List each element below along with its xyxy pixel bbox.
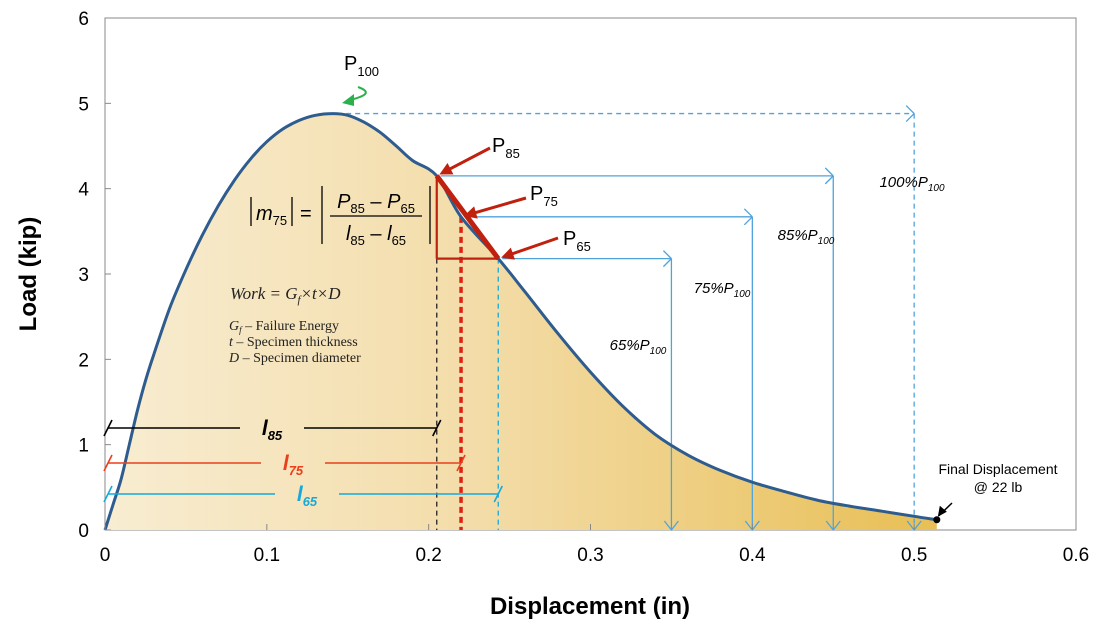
load-displacement-curve bbox=[103, 112, 938, 531]
dimension-layer bbox=[337, 105, 922, 532]
length-tick-left bbox=[103, 419, 113, 437]
length-tick-right bbox=[493, 485, 503, 503]
y-tick-label: 4 bbox=[78, 180, 89, 201]
y-tick-label: 2 bbox=[78, 350, 89, 371]
slope-line bbox=[434, 174, 501, 261]
point-label-p65: P65 bbox=[563, 228, 591, 254]
load-level-baseline-arrow bbox=[825, 520, 841, 532]
load-level-arrowhead bbox=[905, 105, 915, 123]
slope-denominator: l85 – l65 bbox=[346, 223, 406, 248]
length-label-l85: l85 bbox=[262, 417, 283, 443]
final-displacement-label: Final Displacement bbox=[938, 461, 1057, 477]
length-label-l65: l65 bbox=[297, 483, 318, 509]
percent-load-label: 65%P100 bbox=[610, 337, 667, 357]
y-tick-label: 0 bbox=[78, 521, 89, 542]
slope-numerator: P85 – P65 bbox=[337, 191, 415, 216]
p100-arrow-head bbox=[342, 94, 354, 106]
slope-lhs: m75 bbox=[256, 203, 287, 228]
area-fill bbox=[105, 113, 937, 530]
load-level-arrowhead bbox=[743, 208, 753, 226]
load-level-arrowhead bbox=[824, 167, 834, 185]
p85-arrow bbox=[447, 146, 491, 172]
length-label-l75: l75 bbox=[283, 452, 304, 478]
x-tick-label: 0.1 bbox=[254, 545, 280, 566]
x-tick-label: 0.3 bbox=[577, 545, 603, 566]
percent-load-label: 75%P100 bbox=[694, 280, 751, 300]
y-tick-label: 1 bbox=[78, 436, 89, 457]
length-tick-left bbox=[103, 454, 113, 472]
x-tick-label: 0.6 bbox=[1063, 545, 1089, 566]
y-tick-label: 5 bbox=[78, 94, 89, 115]
axis-layer: 0 0.1 0.2 0.3 0.4 0.5 0.6 0 1 2 3 4 5 6 bbox=[78, 9, 1089, 566]
point-label-p85: P85 bbox=[492, 135, 520, 161]
x-tick-label: 0.2 bbox=[415, 545, 441, 566]
x-axis-title: Displacement (in) bbox=[490, 593, 690, 620]
p75-arrow-head bbox=[463, 206, 478, 219]
p85-arrow-head bbox=[439, 163, 454, 175]
annotation-layer: 100%P10085%P10075%P10065%P100P100P85P75P… bbox=[103, 53, 1058, 517]
work-formula: Work = Gf×t×D bbox=[230, 284, 341, 306]
load-level-baseline-arrow bbox=[663, 520, 679, 532]
curve-layer bbox=[103, 112, 941, 531]
definition-line: t – Specimen thickness bbox=[229, 335, 358, 350]
y-axis-title: Load (kip) bbox=[15, 217, 42, 332]
p65-arrow-head bbox=[501, 247, 515, 260]
area-fill-layer bbox=[105, 113, 937, 530]
final-displacement-point bbox=[933, 516, 941, 524]
slope-equals: = bbox=[300, 203, 312, 225]
x-tick-label: 0.5 bbox=[901, 545, 927, 566]
length-tick-left bbox=[103, 485, 113, 503]
x-tick-label: 0 bbox=[100, 545, 111, 566]
length-tick-right bbox=[456, 454, 466, 472]
definition-line: Gf – Failure Energy bbox=[229, 319, 339, 335]
percent-load-label: 100%P100 bbox=[879, 174, 944, 194]
y-tick-label: 6 bbox=[78, 9, 89, 30]
y-tick-label: 3 bbox=[78, 265, 89, 286]
load-level-arrowhead bbox=[662, 250, 672, 268]
p65-arrow bbox=[510, 236, 559, 256]
point-label-p75: P75 bbox=[530, 183, 558, 209]
definition-line: D – Specimen diameter bbox=[228, 351, 361, 366]
x-tick-label: 0.4 bbox=[739, 545, 766, 566]
percent-load-label: 85%P100 bbox=[778, 227, 835, 247]
final-displacement-label: @ 22 lb bbox=[974, 479, 1023, 495]
length-tick-right bbox=[432, 419, 442, 437]
p75-arrow bbox=[473, 196, 527, 215]
point-label-p100: P100 bbox=[344, 53, 379, 79]
final-displacement-arrow-head bbox=[937, 505, 947, 517]
